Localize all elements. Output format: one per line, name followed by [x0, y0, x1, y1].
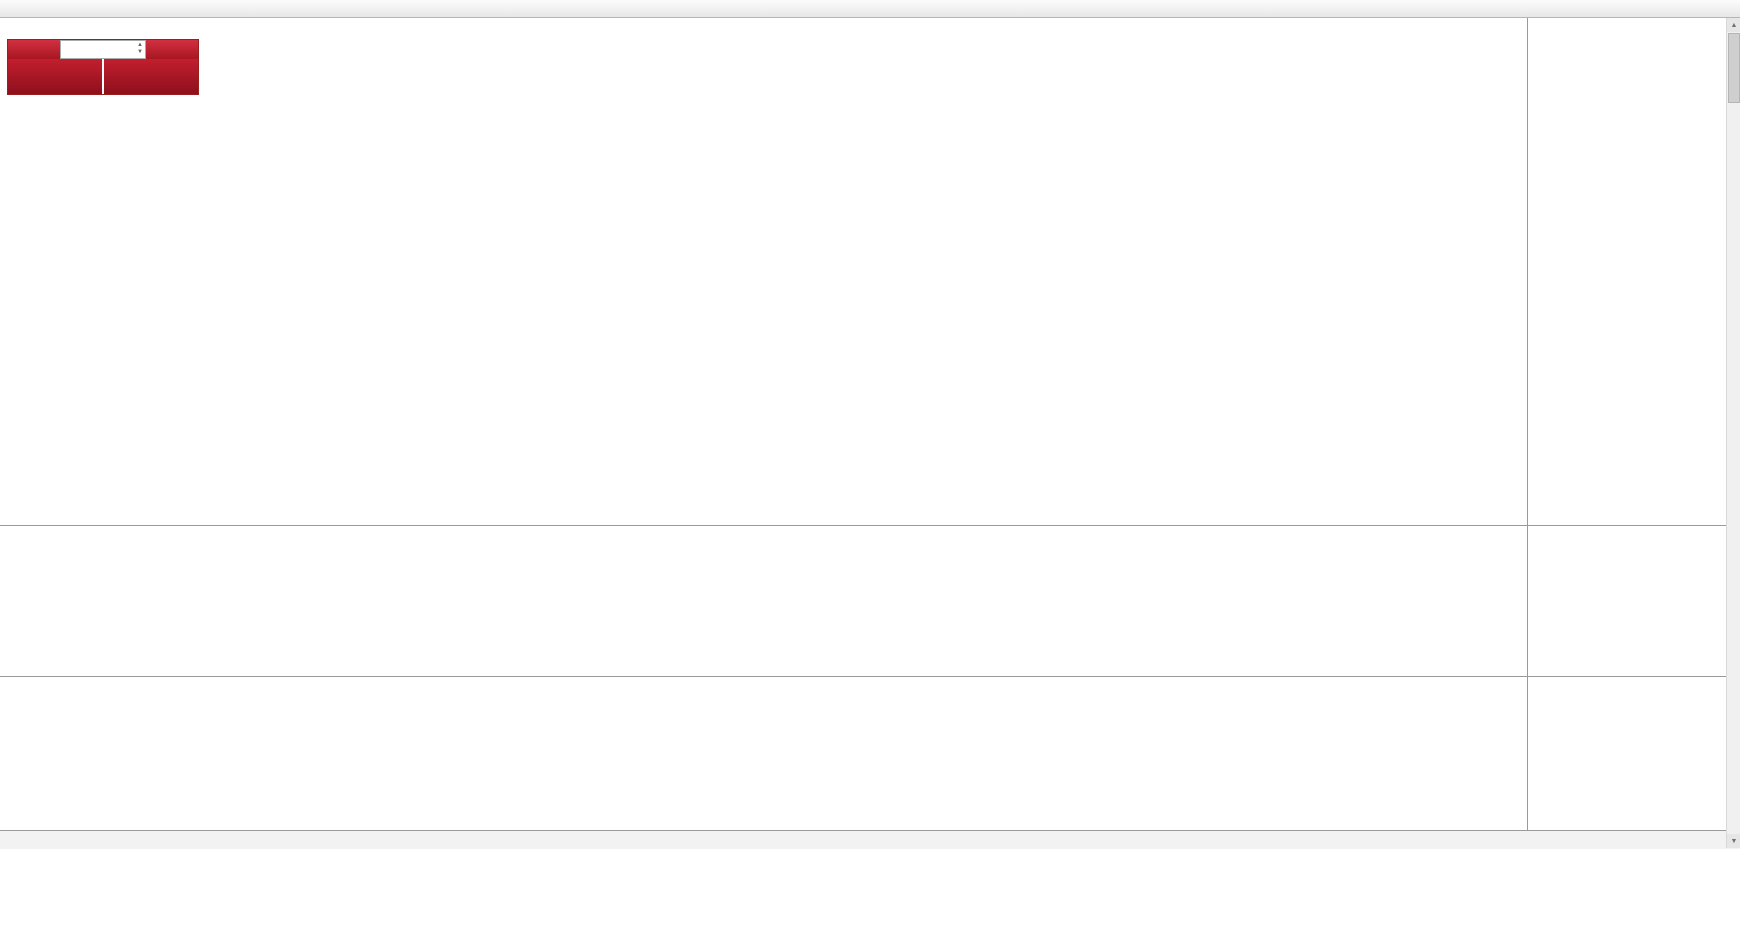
panel-separator[interactable] [0, 525, 1740, 526]
scrollbar-thumb[interactable] [1728, 33, 1740, 103]
volume-down-icon[interactable]: ▼ [137, 49, 143, 55]
buy-button[interactable] [146, 40, 198, 59]
rsi-canvas[interactable] [0, 677, 1527, 830]
macd-canvas[interactable] [0, 526, 1527, 676]
vertical-scrollbar[interactable]: ▲ ▼ [1726, 18, 1740, 848]
toolbar [0, 0, 1740, 18]
scroll-down-icon[interactable]: ▼ [1727, 834, 1740, 848]
main-chart-panel[interactable] [0, 18, 1527, 525]
volume-input[interactable] [73, 42, 133, 57]
time-axis [0, 830, 1740, 849]
scroll-up-icon[interactable]: ▲ [1727, 18, 1740, 32]
panel-separator[interactable] [0, 676, 1740, 677]
sell-button[interactable] [8, 40, 60, 59]
price-scale [1527, 18, 1727, 848]
rsi-panel[interactable] [0, 677, 1527, 830]
main-chart-canvas[interactable] [0, 18, 1527, 525]
volume-field[interactable]: ▲ ▼ [60, 40, 146, 59]
volume-up-icon[interactable]: ▲ [137, 42, 143, 48]
sell-price-button[interactable] [8, 59, 102, 94]
macd-panel[interactable] [0, 526, 1527, 676]
one-click-trading-panel: ▲ ▼ [8, 40, 198, 94]
buy-price-button[interactable] [104, 59, 198, 94]
